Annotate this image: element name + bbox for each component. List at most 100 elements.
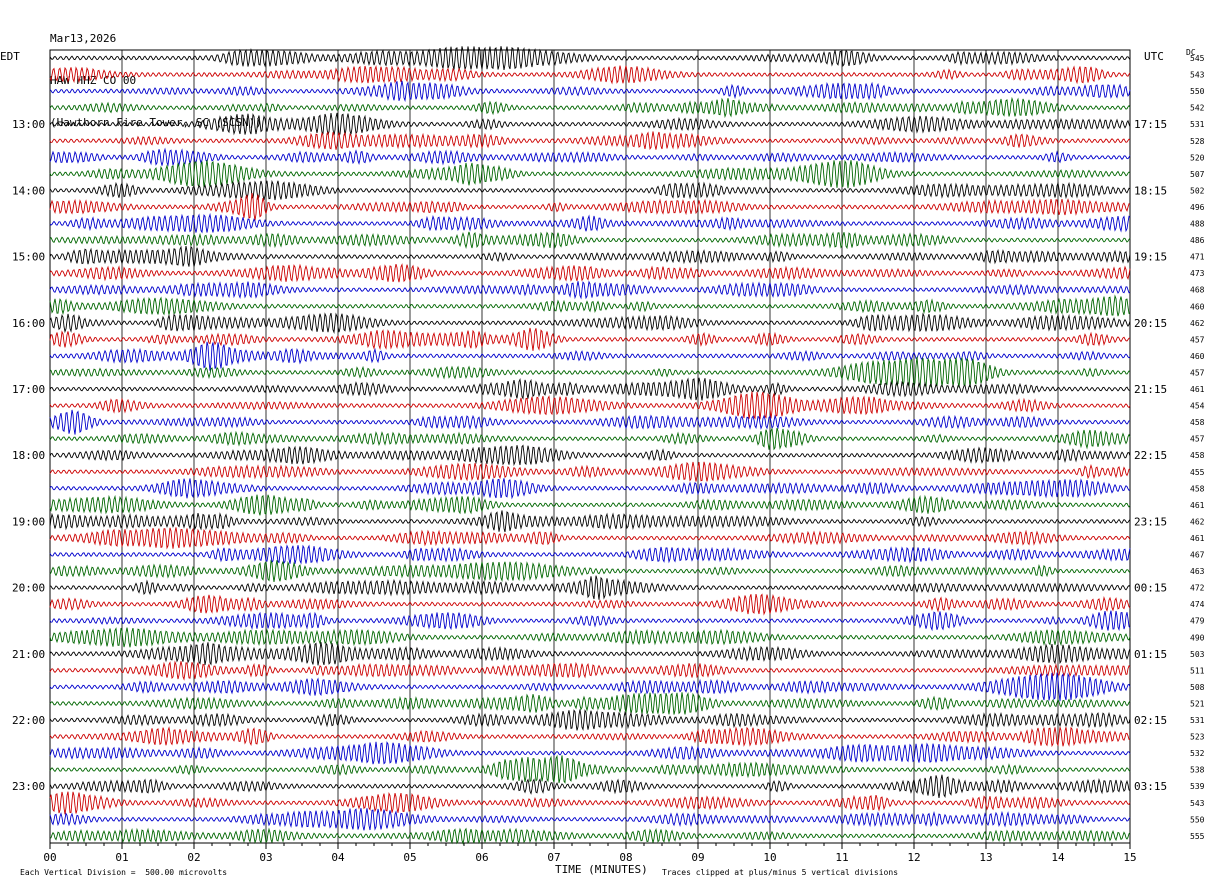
left-timezone-label: EDT [0, 50, 20, 63]
dc-offset-label: 555 [1190, 832, 1205, 841]
dc-offset-label: 490 [1190, 633, 1205, 642]
dc-offset-label: 550 [1190, 87, 1205, 96]
trace-row-23 [49, 409, 1131, 435]
trace-row-8 [49, 159, 1131, 189]
dc-offset-label: 454 [1190, 402, 1205, 411]
left-hour-label: 22:00 [12, 714, 45, 727]
trace-row-22 [49, 391, 1131, 420]
x-tick-label: 12 [907, 851, 920, 864]
dc-offset-label: 457 [1190, 335, 1205, 344]
right-hour-label: 02:15 [1134, 714, 1167, 727]
dc-offset-label: 503 [1190, 650, 1205, 659]
dc-offset-label: 542 [1190, 104, 1205, 113]
trace-row-40 [49, 692, 1131, 715]
dc-offset-label: 532 [1190, 749, 1205, 758]
dc-offset-label: 521 [1190, 699, 1205, 708]
dc-offset-label: 520 [1190, 153, 1205, 162]
trace-row-21 [49, 377, 1131, 401]
trace-row-9 [49, 179, 1131, 201]
trace-row-4 [49, 96, 1131, 119]
x-tick-label: 14 [1051, 851, 1065, 864]
trace-row-20 [49, 356, 1131, 388]
x-tick-label: 01 [115, 851, 128, 864]
left-hour-label: 14:00 [12, 184, 45, 197]
trace-row-48 [49, 827, 1131, 845]
right-hour-label: 20:15 [1134, 317, 1167, 330]
right-hour-label: 19:15 [1134, 251, 1167, 264]
dc-offset-label: 538 [1190, 766, 1205, 775]
x-axis-label: TIME (MINUTES) [555, 863, 648, 876]
left-hour-label: 16:00 [12, 317, 45, 330]
x-tick-label: 10 [763, 851, 776, 864]
trace-row-15 [49, 280, 1131, 300]
x-tick-label: 02 [187, 851, 200, 864]
dc-offset-label: 545 [1190, 54, 1205, 63]
dc-offset-label: 460 [1190, 352, 1205, 361]
dc-offset-label: 496 [1190, 203, 1205, 212]
dc-offset-label: 457 [1190, 368, 1205, 377]
trace-row-16 [49, 294, 1131, 317]
trace-row-3 [49, 80, 1131, 103]
dc-offset-label: 468 [1190, 286, 1205, 295]
trace-row-32 [49, 559, 1131, 583]
trace-row-45 [49, 774, 1131, 799]
dc-offset-label: 528 [1190, 137, 1205, 146]
trace-row-36 [49, 627, 1131, 648]
left-hour-label: 20:00 [12, 582, 45, 595]
trace-row-2 [49, 64, 1131, 85]
dc-offset-label: 531 [1190, 120, 1205, 129]
dc-offset-label: 523 [1190, 733, 1205, 742]
trace-row-28 [49, 494, 1131, 516]
x-tick-label: 15 [1123, 851, 1136, 864]
dc-offset-label: 474 [1190, 600, 1205, 609]
dc-offset-label: 471 [1190, 253, 1205, 262]
left-hour-label: 17:00 [12, 383, 45, 396]
dc-offset-label: 461 [1190, 501, 1205, 510]
dc-offset-label: 467 [1190, 551, 1205, 560]
dc-offset-label: 461 [1190, 534, 1205, 543]
trace-row-38 [49, 660, 1131, 681]
trace-row-11 [49, 212, 1131, 234]
trace-row-44 [49, 754, 1131, 784]
trace-row-18 [49, 327, 1131, 351]
trace-row-29 [49, 510, 1131, 533]
right-hour-label: 01:15 [1134, 648, 1167, 661]
clip-note: Traces clipped at plus/minus 5 vertical … [662, 868, 899, 877]
trace-row-17 [49, 312, 1131, 334]
dc-offset-label: 461 [1190, 385, 1205, 394]
x-tick-label: 11 [835, 851, 848, 864]
x-tick-label: 09 [691, 851, 704, 864]
right-hour-label: 21:15 [1134, 383, 1167, 396]
dc-offset-label: 473 [1190, 269, 1205, 278]
dc-offset-label: 543 [1190, 799, 1205, 808]
dc-offset-label: 455 [1190, 468, 1205, 477]
dc-offset-label: 462 [1190, 319, 1205, 328]
trace-row-25 [49, 444, 1131, 467]
x-tick-label: 05 [403, 851, 416, 864]
trace-row-34 [49, 593, 1131, 616]
left-hour-label: 23:00 [12, 780, 45, 793]
left-hour-label: 13:00 [12, 118, 45, 131]
trace-row-6 [49, 131, 1131, 150]
trace-row-47 [49, 808, 1131, 831]
trace-row-24 [49, 427, 1131, 451]
right-hour-label: 00:15 [1134, 582, 1167, 595]
left-hour-label: 18:00 [12, 449, 45, 462]
trace-row-7 [49, 147, 1131, 167]
trace-row-12 [49, 231, 1131, 250]
dc-offset-label: 458 [1190, 418, 1205, 427]
trace-row-13 [49, 245, 1131, 267]
trace-row-37 [49, 642, 1131, 666]
trace-row-35 [49, 610, 1131, 632]
dc-offset-label: 472 [1190, 584, 1205, 593]
trace-row-46 [49, 791, 1131, 815]
dc-offset-label: 508 [1190, 683, 1205, 692]
trace-row-10 [49, 192, 1131, 221]
trace-row-5 [49, 112, 1131, 136]
trace-row-41 [49, 709, 1131, 732]
trace-row-14 [49, 263, 1131, 283]
trace-row-1 [49, 46, 1131, 71]
dc-offset-label: 463 [1190, 567, 1205, 576]
dc-offset-label: 457 [1190, 435, 1205, 444]
